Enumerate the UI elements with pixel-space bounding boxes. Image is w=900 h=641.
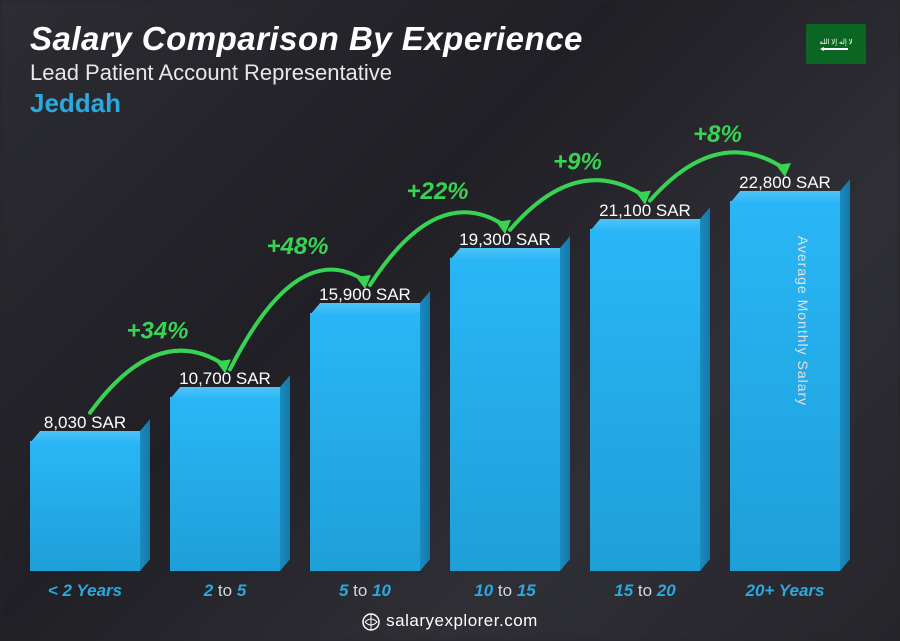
chart-location: Jeddah	[30, 88, 870, 119]
x-label-3: 10 to 15	[450, 581, 560, 601]
footer-text: salaryexplorer.com	[386, 611, 538, 630]
x-axis: < 2 Years 2 to 5 5 to 10 10 to 15 15 to 20 20…	[30, 581, 840, 601]
content-frame: Salary Comparison By Experience Lead Pat…	[0, 0, 900, 641]
chart-area: 8,030 SAR 10,700 SAR 15,900 SAR 19,300 SAR 2…	[30, 140, 840, 571]
bar-3: 19,300 SAR	[450, 230, 560, 571]
flag-icon: لا إله إلا الله	[814, 34, 858, 54]
x-label-1: 2 to 5	[170, 581, 280, 601]
bar-0: 8,030 SAR	[30, 413, 140, 571]
bar-1: 10,700 SAR	[170, 369, 280, 571]
bar-rect	[30, 441, 140, 571]
bar-4: 21,100 SAR	[590, 201, 700, 571]
footer: salaryexplorer.com	[0, 611, 900, 631]
bar-rect	[170, 397, 280, 571]
bars-container: 8,030 SAR 10,700 SAR 15,900 SAR 19,300 SAR 2…	[30, 140, 840, 571]
y-axis-label: Average Monthly Salary	[795, 235, 811, 405]
chart-title: Salary Comparison By Experience	[30, 20, 870, 58]
bar-value-label: 19,300 SAR	[459, 230, 551, 250]
bar-rect	[450, 258, 560, 571]
bar-value-label: 21,100 SAR	[599, 201, 691, 221]
bar-rect	[590, 229, 700, 571]
bar-rect	[310, 313, 420, 571]
logo-icon	[362, 613, 380, 631]
bar-value-label: 22,800 SAR	[739, 173, 831, 193]
bar-2: 15,900 SAR	[310, 285, 420, 571]
svg-text:لا إله إلا الله: لا إله إلا الله	[819, 38, 852, 46]
bar-rect	[730, 201, 840, 571]
x-label-5: 20+ Years	[730, 581, 840, 601]
chart-subtitle: Lead Patient Account Representative	[30, 60, 870, 86]
x-label-0: < 2 Years	[30, 581, 140, 601]
header: Salary Comparison By Experience Lead Pat…	[30, 20, 870, 119]
x-label-2: 5 to 10	[310, 581, 420, 601]
x-label-4: 15 to 20	[590, 581, 700, 601]
bar-value-label: 15,900 SAR	[319, 285, 411, 305]
bar-value-label: 8,030 SAR	[44, 413, 126, 433]
country-flag: لا إله إلا الله	[806, 24, 866, 64]
bar-5: 22,800 SAR	[730, 173, 840, 571]
